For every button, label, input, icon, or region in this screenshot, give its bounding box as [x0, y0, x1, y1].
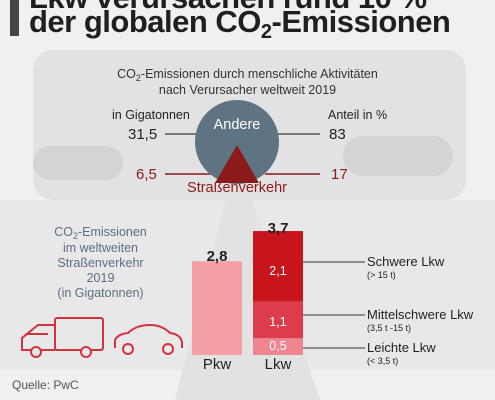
- accent-bar: [10, 0, 19, 36]
- legend-mittelschwere-lkw: Mittelschwere Lkw: [367, 307, 474, 322]
- andere-gigatonnen: 31,5: [128, 126, 158, 143]
- data-label-leichte-lkw: 0,5: [269, 339, 287, 353]
- pie-label-andere: Andere: [213, 117, 261, 133]
- strassenverkehr-anteil: 17: [331, 166, 348, 183]
- data-label-schwere-lkw: 2,1: [269, 264, 287, 278]
- right-header: Anteil in %: [328, 108, 388, 122]
- category-label-lkw: Lkw: [264, 356, 292, 373]
- category-label-pkw: Pkw: [202, 356, 232, 373]
- source-note: Quelle: PwC: [12, 378, 79, 392]
- data-label-mittelschwere-lkw: 1,1: [269, 315, 287, 329]
- bottom-subtitle: CO2-Emissionen im weltweiten Straßenverk…: [54, 225, 147, 300]
- pie-label-strassenverkehr: Straßenverkehr: [187, 180, 287, 196]
- pie-slice-andere: [195, 100, 279, 184]
- andere-anteil: 83: [329, 126, 346, 143]
- left-header: in Gigatonnen: [112, 108, 190, 122]
- legend-leichte-lkw-note: (< 3,5 t): [367, 356, 399, 366]
- legend-leichte-lkw: Leichte Lkw: [367, 340, 436, 355]
- total-label-lkw: 3,7: [267, 220, 289, 237]
- total-label-pkw: 2,8: [206, 248, 228, 265]
- cloud-decoration: [33, 146, 123, 180]
- bar-pkw: [192, 261, 242, 355]
- car-icon: [114, 323, 183, 355]
- bar-leichte-lkw: [253, 338, 303, 355]
- headline-line-2: der globalen CO2-Emissionen: [29, 4, 451, 43]
- truck-icon: [21, 317, 104, 358]
- legend-mittelschwere-lkw-note: (3,5 t -15 t): [367, 323, 412, 333]
- headline-line-1: Lkw verursachen rund 10 %: [29, 0, 427, 18]
- bar-mittelschwere-lkw: [253, 301, 303, 339]
- cloud-decoration: [343, 136, 453, 176]
- top-section-title: CO2-Emissionen durch menschliche Aktivit…: [117, 67, 378, 97]
- pie-slice-strassenverkehr: [215, 145, 259, 183]
- legend-schwere-lkw-note: (> 15 t): [367, 270, 396, 280]
- strassenverkehr-gigatonnen: 6,5: [136, 166, 157, 183]
- bar-schwere-lkw: [253, 231, 303, 302]
- legend-schwere-lkw: Schwere Lkw: [367, 254, 445, 269]
